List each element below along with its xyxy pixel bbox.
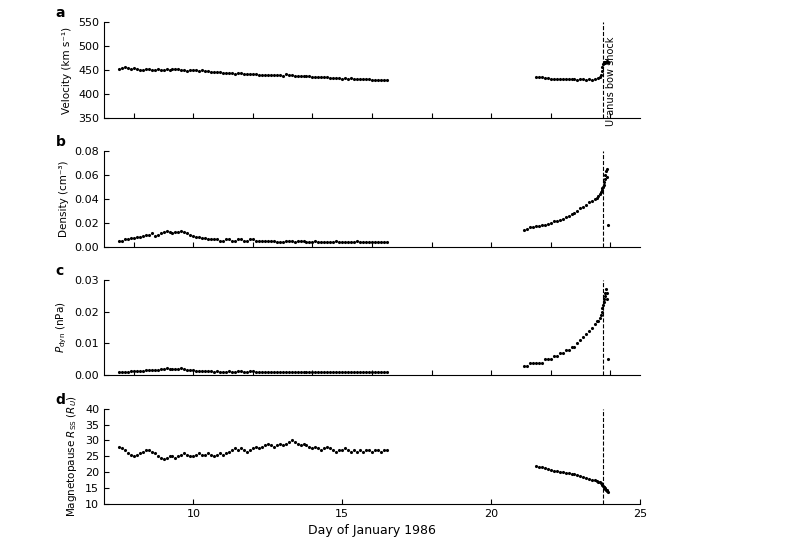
Text: Uranus bow shock: Uranus bow shock	[606, 37, 616, 126]
Text: d: d	[56, 393, 66, 407]
Y-axis label: Magnetopause $R_{\mathrm{SS}}$ ($R_U$): Magnetopause $R_{\mathrm{SS}}$ ($R_U$)	[66, 395, 79, 517]
Text: c: c	[56, 264, 64, 278]
Y-axis label: Velocity (km s⁻¹): Velocity (km s⁻¹)	[62, 26, 73, 114]
Y-axis label: Density (cm⁻³): Density (cm⁻³)	[59, 161, 69, 237]
X-axis label: Day of January 1986: Day of January 1986	[308, 524, 436, 538]
Text: a: a	[56, 7, 66, 21]
Text: b: b	[56, 135, 66, 149]
Y-axis label: $P_{\mathrm{dyn}}$ (nPa): $P_{\mathrm{dyn}}$ (nPa)	[54, 302, 69, 353]
